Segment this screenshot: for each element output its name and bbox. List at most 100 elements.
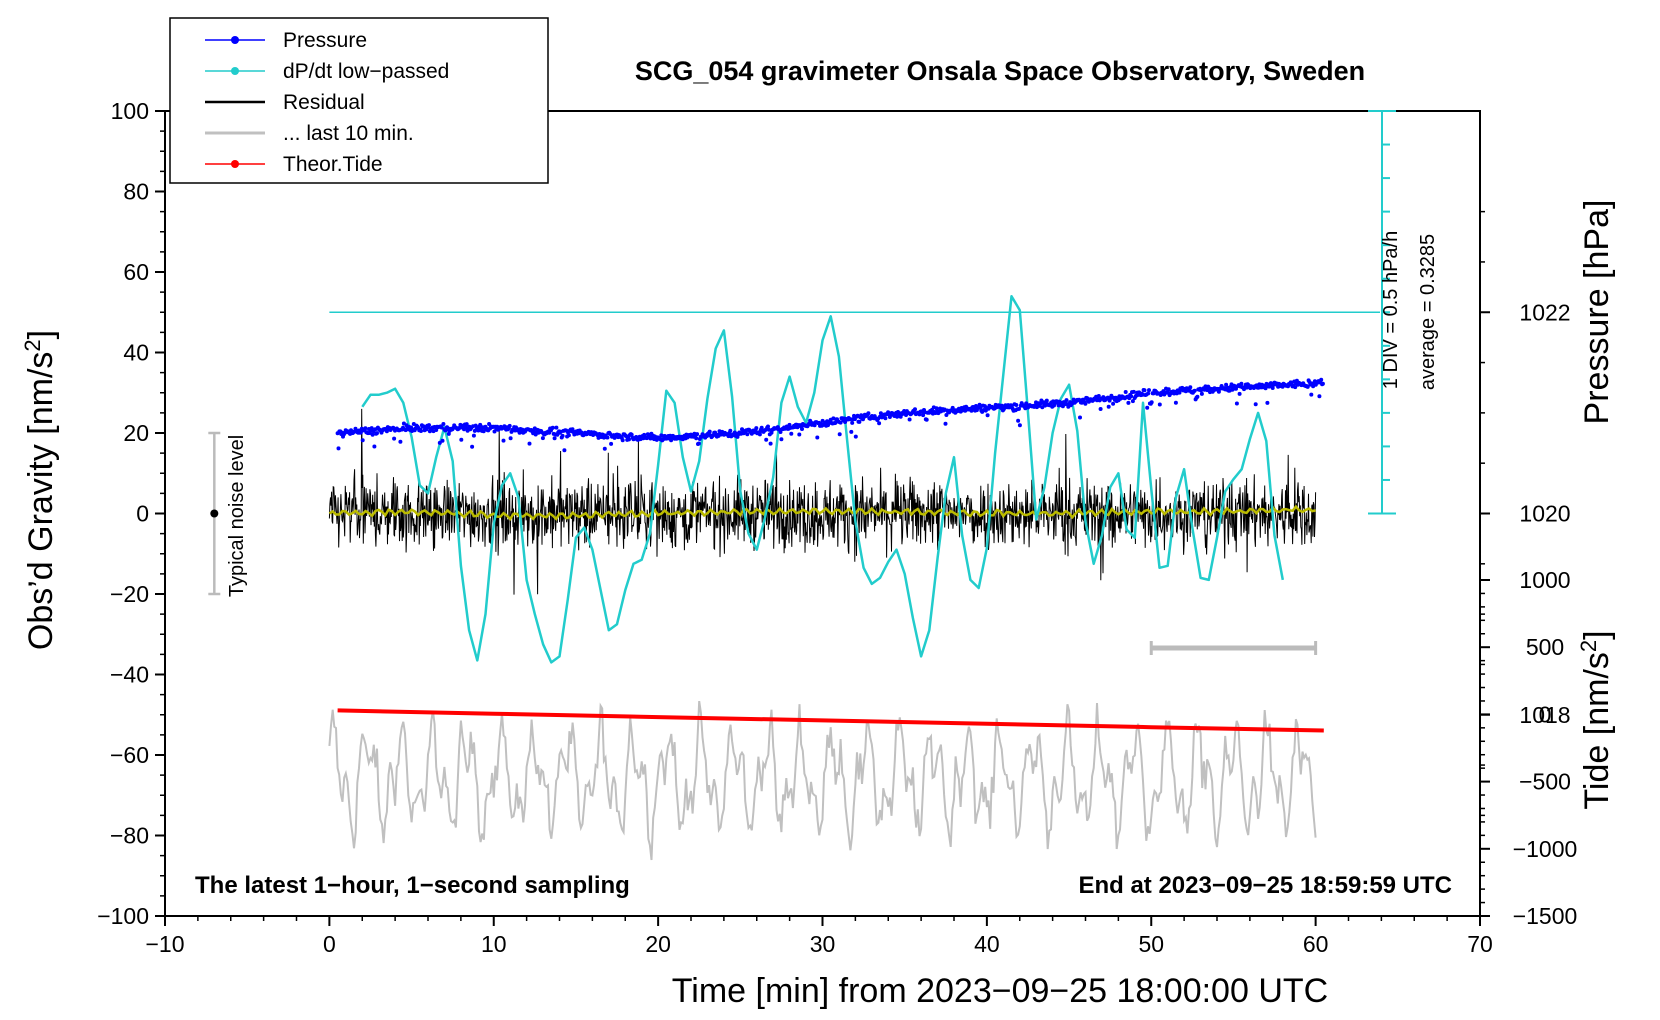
- theor-tide-series: [337, 708, 1324, 733]
- y-tick-label: 0: [136, 501, 149, 527]
- x-tick-label: 40: [974, 931, 1000, 957]
- pressure-point: [764, 437, 769, 442]
- pressure-point: [850, 420, 855, 425]
- pressure-point: [620, 438, 625, 443]
- pressure-point: [1263, 386, 1268, 391]
- pressure-point: [1064, 398, 1069, 403]
- pressure-point: [815, 435, 820, 440]
- noise-level-label: Typical noise level: [226, 435, 248, 597]
- tide-tick-label: 1000: [1519, 567, 1570, 593]
- pressure-point: [1017, 406, 1021, 411]
- legend-label: ... last 10 min.: [283, 122, 414, 145]
- average-label: average = 0.3285: [1417, 234, 1439, 390]
- pressure-point: [527, 441, 532, 446]
- y-axis-title-pressure: Pressure [hPa]: [1578, 200, 1616, 425]
- pressure-point: [1145, 405, 1150, 410]
- pressure-point: [552, 436, 557, 441]
- axes-layer: −10 0 10 20 30 40 50 60 70−100−80−60−40−20020406…: [97, 98, 1577, 957]
- x-tick-label: 60: [1303, 931, 1329, 957]
- pressure-point: [437, 440, 442, 445]
- pressure-point: [392, 436, 397, 441]
- pressure-point: [696, 441, 701, 446]
- legend-label: Residual: [283, 91, 365, 114]
- pressure-point: [866, 411, 871, 416]
- pressure-point: [627, 437, 631, 442]
- pressure-point: [787, 422, 792, 427]
- pressure-point: [440, 438, 445, 443]
- y-tick-label: −80: [110, 823, 149, 849]
- tide-tick-label: 0: [1539, 701, 1552, 727]
- pressure-point: [1309, 392, 1314, 397]
- pressure-point: [707, 429, 712, 434]
- legend-label: Pressure: [283, 29, 367, 52]
- x-tick-label: 50: [1138, 931, 1164, 957]
- tide-tick-label: −1000: [1513, 836, 1578, 862]
- pressure-point: [566, 433, 571, 438]
- pressure-point: [1177, 390, 1182, 395]
- y-tick-label: −100: [97, 903, 149, 929]
- pressure-point: [853, 434, 858, 439]
- pressure-tick-label: 1022: [1519, 299, 1570, 325]
- pressure-point: [778, 430, 783, 434]
- pressure-point: [812, 423, 817, 428]
- pressure-point: [1305, 384, 1310, 389]
- pressure-point: [757, 432, 762, 437]
- pressure-point: [1195, 394, 1200, 399]
- sampling-note: The latest 1−hour, 1−second sampling: [195, 872, 630, 899]
- legend-marker: [231, 67, 239, 75]
- pressure-point: [562, 448, 567, 453]
- legend-marker: [231, 36, 239, 44]
- pressure-point: [476, 428, 481, 433]
- pressure-point: [471, 433, 476, 438]
- pressure-point: [629, 432, 634, 437]
- pressure-point: [943, 421, 948, 426]
- pressure-point: [695, 432, 700, 437]
- chart-title: SCG_054 gravimeter Onsala Space Observat…: [635, 56, 1365, 86]
- pressure-point: [1017, 423, 1022, 428]
- div-label: 1 DIV = 0.5 hPa/h: [1380, 231, 1402, 389]
- pressure-point: [1111, 401, 1116, 406]
- x-tick-label: 10: [481, 931, 507, 957]
- y-axis-title-tide: Tide [nm/s2]: [1576, 630, 1616, 809]
- y-tick-label: 20: [123, 420, 149, 446]
- pressure-point: [1224, 382, 1229, 387]
- x-tick-label: 70: [1467, 931, 1493, 957]
- pressure-point: [838, 420, 843, 425]
- pressure-point: [745, 432, 750, 437]
- pressure-point: [1044, 398, 1049, 403]
- pressure-point: [1157, 402, 1162, 407]
- end-time-note: End at 2023−09−25 18:59:59 UTC: [1078, 872, 1452, 899]
- pressure-point: [1293, 385, 1298, 390]
- y-axis-title-left: Obs’d Gravity [nm/s2]: [20, 330, 60, 650]
- y-tick-label: −60: [110, 742, 149, 768]
- pressure-point: [1131, 389, 1136, 394]
- y-tick-label: 80: [123, 179, 149, 205]
- pressure-point: [1192, 388, 1197, 393]
- y-tick-label: 100: [111, 98, 149, 124]
- x-tick-label: 20: [645, 931, 671, 957]
- pressure-point: [1142, 388, 1147, 393]
- pressure-point: [907, 417, 912, 422]
- y-tick-label: 40: [123, 340, 149, 366]
- pressure-point: [1216, 389, 1221, 394]
- pressure-point: [372, 444, 377, 449]
- pressure-point: [934, 406, 939, 411]
- pressure-point: [609, 441, 614, 446]
- pressure-point: [883, 416, 888, 421]
- legend-marker: [231, 160, 239, 168]
- residual-mean-series: [328, 504, 1316, 522]
- pressure-point: [554, 425, 559, 430]
- y-tick-label: 60: [123, 259, 149, 285]
- pressure-point: [602, 446, 607, 451]
- pressure-point: [768, 441, 773, 446]
- legend-label: Theor.Tide: [283, 153, 383, 176]
- pressure-point: [1237, 391, 1242, 396]
- y-tick-label: −20: [110, 581, 149, 607]
- pressure-point: [1078, 415, 1082, 420]
- tide-tick-label: −500: [1519, 769, 1571, 795]
- pressure-tick-label: 1020: [1519, 501, 1570, 527]
- pressure-point: [464, 422, 469, 427]
- pressure-point: [540, 436, 545, 441]
- noise-bar-center: [210, 509, 219, 518]
